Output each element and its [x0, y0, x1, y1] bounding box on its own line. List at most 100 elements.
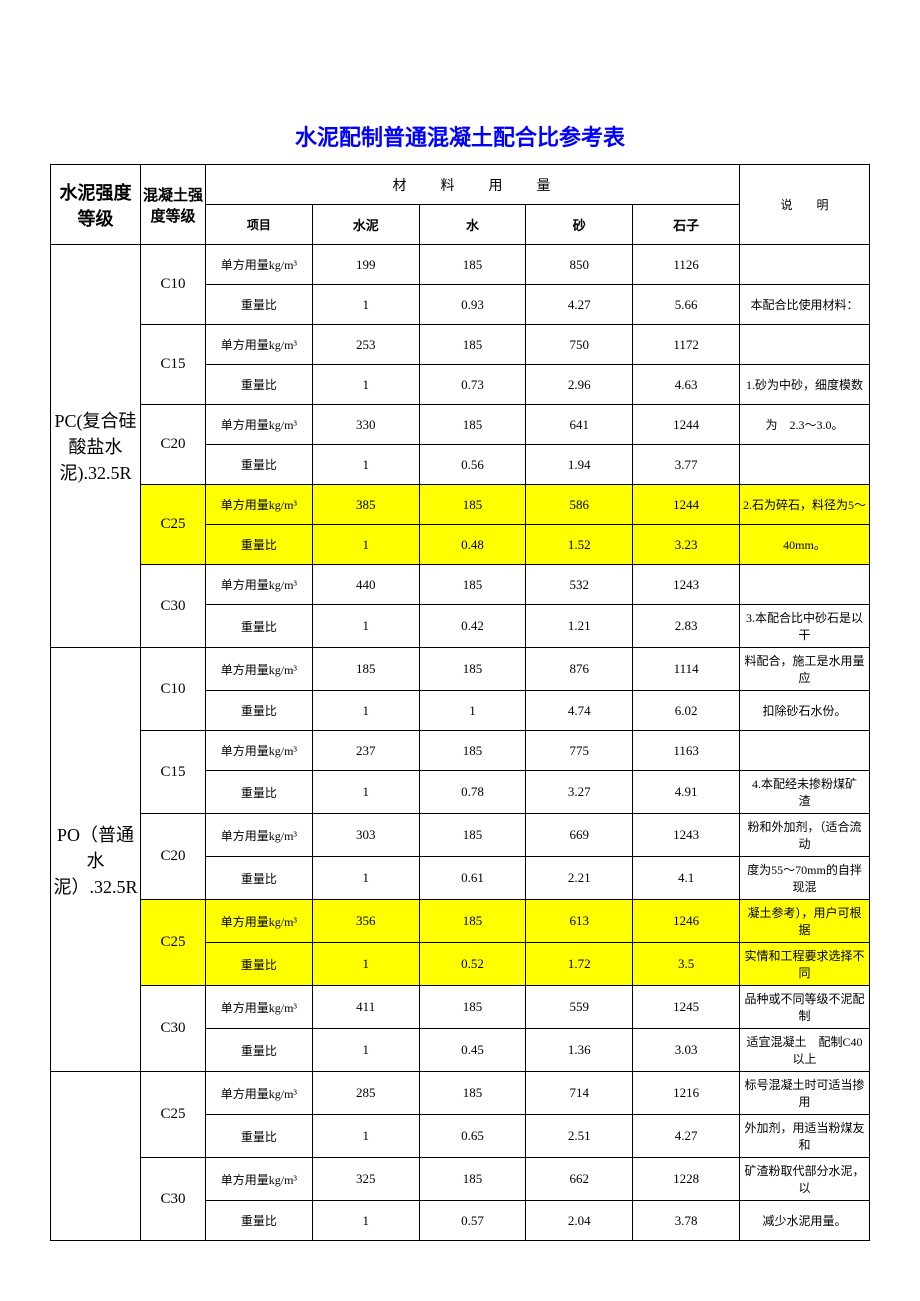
table-row: PO（普通水泥）.32.5RC10单方用量kg/m³1851858761114料… [51, 648, 870, 691]
item-label: 重量比 [206, 1115, 313, 1158]
value-cell: 199 [312, 245, 419, 285]
table-row: C30单方用量kg/m³4111855591245品种或不同等级不泥配制 [51, 986, 870, 1029]
hdr-item: 项目 [206, 205, 313, 245]
value-cell: 0.42 [419, 605, 526, 648]
value-cell: 0.93 [419, 285, 526, 325]
value-cell: 3.27 [526, 771, 633, 814]
table-row: C25单方用量kg/m³2851857141216标号混凝土时可适当掺用 [51, 1072, 870, 1115]
note-cell [740, 325, 870, 365]
item-label: 重量比 [206, 691, 313, 731]
strength-cell: C30 [141, 1158, 206, 1241]
value-cell: 1 [312, 605, 419, 648]
item-label: 重量比 [206, 285, 313, 325]
cement-grade-cell [51, 1072, 141, 1241]
value-cell: 4.63 [633, 365, 740, 405]
value-cell: 325 [312, 1158, 419, 1201]
value-cell: 1 [312, 285, 419, 325]
value-cell: 3.03 [633, 1029, 740, 1072]
value-cell: 385 [312, 485, 419, 525]
value-cell: 1 [312, 771, 419, 814]
value-cell: 850 [526, 245, 633, 285]
value-cell: 2.21 [526, 857, 633, 900]
strength-cell: C20 [141, 814, 206, 900]
value-cell: 2.96 [526, 365, 633, 405]
note-cell: 本配合比使用材料： [740, 285, 870, 325]
mix-ratio-table: 水泥强度等级 混凝土强度等级 材 料 用 量 说 明 项目 水泥 水 砂 石子 … [50, 164, 870, 1241]
note-cell [740, 445, 870, 485]
value-cell: 532 [526, 565, 633, 605]
value-cell: 4.27 [526, 285, 633, 325]
cement-grade-cell: PO（普通水泥）.32.5R [51, 648, 141, 1072]
strength-cell: C10 [141, 245, 206, 325]
value-cell: 185 [419, 245, 526, 285]
value-cell: 1.52 [526, 525, 633, 565]
value-cell: 356 [312, 900, 419, 943]
value-cell: 185 [419, 485, 526, 525]
value-cell: 4.1 [633, 857, 740, 900]
table-row: C30单方用量kg/m³4401855321243 [51, 565, 870, 605]
value-cell: 1.36 [526, 1029, 633, 1072]
note-cell: 料配合，施工是水用量应 [740, 648, 870, 691]
value-cell: 775 [526, 731, 633, 771]
note-cell: 粉和外加剂，（适合流动 [740, 814, 870, 857]
item-label: 单方用量kg/m³ [206, 405, 313, 445]
value-cell: 0.56 [419, 445, 526, 485]
item-label: 重量比 [206, 605, 313, 648]
table-row: PC(复合硅酸盐水泥).32.5RC10单方用量kg/m³19918585011… [51, 245, 870, 285]
item-label: 单方用量kg/m³ [206, 814, 313, 857]
table-row: C25单方用量kg/m³3561856131246凝土参考），用户可根据 [51, 900, 870, 943]
value-cell: 1228 [633, 1158, 740, 1201]
item-label: 重量比 [206, 1029, 313, 1072]
value-cell: 4.27 [633, 1115, 740, 1158]
item-label: 单方用量kg/m³ [206, 485, 313, 525]
value-cell: 1 [312, 1029, 419, 1072]
note-cell: 1.砂为中砂，细度模数 [740, 365, 870, 405]
value-cell: 3.78 [633, 1201, 740, 1241]
value-cell: 4.74 [526, 691, 633, 731]
value-cell: 2.51 [526, 1115, 633, 1158]
value-cell: 750 [526, 325, 633, 365]
page-title: 水泥配制普通混凝土配合比参考表 [50, 120, 870, 152]
value-cell: 586 [526, 485, 633, 525]
hdr-cement-grade: 水泥强度等级 [51, 165, 141, 245]
note-cell: 适宜混凝土 配制C40以上 [740, 1029, 870, 1072]
value-cell: 1.94 [526, 445, 633, 485]
note-cell: 度为55～70mm的自拌现混 [740, 857, 870, 900]
table-body: PC(复合硅酸盐水泥).32.5RC10单方用量kg/m³19918585011… [51, 245, 870, 1241]
value-cell: 237 [312, 731, 419, 771]
table-row: C25单方用量kg/m³38518558612442.石为碎石，料径为5～ [51, 485, 870, 525]
value-cell: 1 [312, 943, 419, 986]
hdr-water: 水 [419, 205, 526, 245]
note-cell: 3.本配合比中砂石是以干 [740, 605, 870, 648]
item-label: 单方用量kg/m³ [206, 986, 313, 1029]
value-cell: 1126 [633, 245, 740, 285]
table-row: C15单方用量kg/m³2371857751163 [51, 731, 870, 771]
item-label: 单方用量kg/m³ [206, 565, 313, 605]
value-cell: 185 [419, 900, 526, 943]
table-row: C15单方用量kg/m³2531857501172 [51, 325, 870, 365]
value-cell: 185 [419, 565, 526, 605]
value-cell: 0.73 [419, 365, 526, 405]
value-cell: 1243 [633, 565, 740, 605]
value-cell: 1244 [633, 485, 740, 525]
value-cell: 185 [419, 325, 526, 365]
note-cell: 品种或不同等级不泥配制 [740, 986, 870, 1029]
value-cell: 1163 [633, 731, 740, 771]
value-cell: 2.04 [526, 1201, 633, 1241]
item-label: 单方用量kg/m³ [206, 325, 313, 365]
item-label: 重量比 [206, 445, 313, 485]
item-label: 单方用量kg/m³ [206, 245, 313, 285]
value-cell: 1 [312, 525, 419, 565]
item-label: 重量比 [206, 943, 313, 986]
value-cell: 613 [526, 900, 633, 943]
hdr-material-group: 材 料 用 量 [206, 165, 740, 205]
note-cell: 扣除砂石水份。 [740, 691, 870, 731]
value-cell: 1216 [633, 1072, 740, 1115]
value-cell: 185 [419, 1072, 526, 1115]
value-cell: 185 [419, 986, 526, 1029]
note-cell: 2.石为碎石，料径为5～ [740, 485, 870, 525]
note-cell: 外加剂，用适当粉煤友和 [740, 1115, 870, 1158]
value-cell: 714 [526, 1072, 633, 1115]
cement-grade-cell: PC(复合硅酸盐水泥).32.5R [51, 245, 141, 648]
value-cell: 440 [312, 565, 419, 605]
